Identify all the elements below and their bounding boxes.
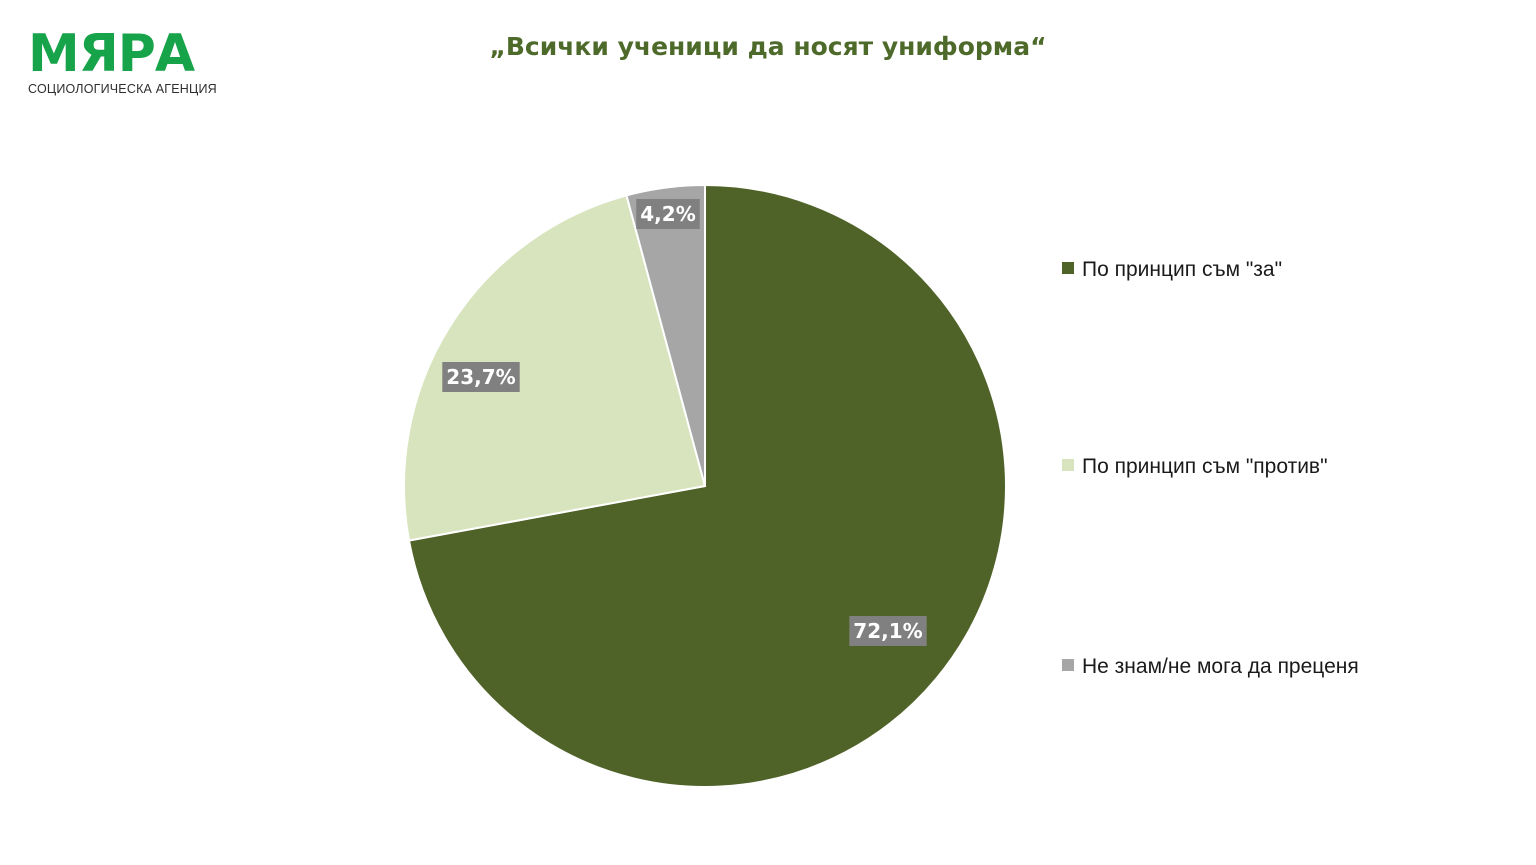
legend-swatch-2 [1062, 459, 1074, 471]
legend-label-1: По принцип съм "за" [1082, 258, 1283, 281]
logo-wordmark: МЯРА [28, 24, 195, 84]
legend-label-2: По принцип съм "против" [1082, 455, 1328, 478]
legend-item-2: По принцип съм "против" [1062, 452, 1392, 482]
legend-item-3: Не знам/не мога да преценя [1062, 652, 1392, 682]
legend-label-3: Не знам/не мога да преценя [1082, 655, 1359, 678]
data-label-text-2: 23,7% [446, 365, 515, 389]
agency-logo: МЯРА СОЦИОЛОГИЧЕСКА АГЕНЦИЯ [28, 28, 228, 96]
data-label-1: 72,1% [849, 616, 927, 646]
data-label-text-3: 4,2% [640, 202, 695, 226]
pie-slice-2 [403, 194, 707, 542]
data-label-3: 4,2% [636, 199, 700, 229]
legend-swatch-1 [1062, 262, 1074, 274]
data-label-box-1 [849, 616, 927, 646]
logo-subtitle: СОЦИОЛОГИЧЕСКА АГЕНЦИЯ [28, 82, 217, 96]
legend-item-1: По принцип съм "за" [1062, 255, 1392, 285]
data-label-text-1: 72,1% [853, 619, 922, 643]
legend-swatch-3 [1062, 659, 1074, 671]
pie-slice-3 [625, 183, 706, 487]
data-label-2: 23,7% [442, 362, 520, 392]
data-label-box-3 [636, 199, 700, 229]
chart-title: „Всички ученици да носят униформа“ [489, 32, 1047, 61]
data-label-box-2 [442, 362, 520, 392]
